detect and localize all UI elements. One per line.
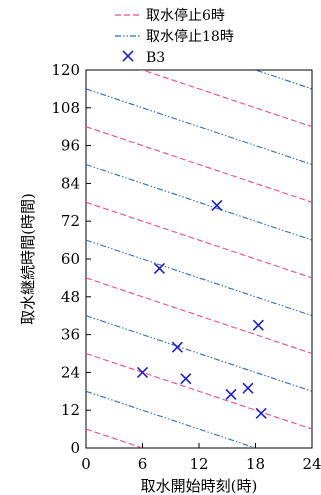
stop6-line: [86, 352, 312, 430]
stop6-line: [86, 428, 145, 448]
legend-item-stop6: 取水停止6時: [115, 7, 225, 24]
legend-label-stop6: 取水停止6時: [146, 7, 225, 24]
legend-label-stop18: 取水停止18時: [146, 28, 234, 45]
b3-point-marker: [252, 319, 264, 331]
stop18-line: [86, 315, 312, 392]
y-tick-label: 84: [61, 174, 80, 192]
y-tick-label: 72: [61, 212, 80, 230]
legend-item-b3: B3: [122, 50, 165, 66]
y-tick-label: 108: [51, 99, 80, 117]
b3-point-marker: [136, 366, 149, 378]
x-tick-label: 6: [138, 455, 148, 473]
y-tick-label: 0: [70, 439, 80, 457]
y-tick-label: 24: [61, 363, 80, 381]
series-points-b3: [136, 199, 267, 419]
y-tick-label: 96: [61, 137, 80, 155]
b3-point-marker: [225, 388, 237, 401]
x-tick-label: 24: [302, 455, 321, 473]
stop6-line: [140, 70, 312, 128]
y-axis-title: 取水継続時間(時間): [19, 193, 37, 325]
x-axis-title: 取水開始時刻(時): [141, 477, 258, 495]
axes: 0 12 24 36 48 60 72 84 96 108 120 0 6 12 18 24: [51, 61, 321, 473]
stop6-line: [86, 277, 312, 355]
stop18-line: [86, 163, 312, 241]
plot-area: [85, 69, 313, 449]
legend-item-stop18: 取水停止18時: [115, 28, 234, 45]
stop18-line: [86, 88, 312, 166]
y-tick-label: 60: [61, 250, 80, 268]
y-tick-label: 36: [61, 326, 80, 344]
b3-point-marker: [180, 373, 192, 385]
y-tick-label: 120: [51, 61, 80, 79]
x-tick-label: 12: [189, 455, 208, 473]
legend-label-b3: B3: [146, 50, 165, 66]
b3-point-marker: [242, 382, 254, 394]
b3-point-marker: [153, 262, 166, 275]
stop6-line: [86, 126, 312, 203]
y-tick-label: 12: [61, 401, 80, 419]
stop6-line: [86, 201, 312, 279]
b3-point-marker: [255, 407, 267, 419]
series-lines: [86, 70, 312, 448]
x-tick-label: 0: [81, 455, 91, 473]
y-tick-label: 48: [61, 288, 80, 306]
b3-point-marker: [211, 199, 223, 212]
legend: 取水停止6時 取水停止18時 B3: [115, 7, 234, 66]
stop18-line: [86, 239, 312, 317]
legend-swatch-b3-icon: [122, 50, 134, 62]
stop18-line: [253, 70, 312, 90]
b3-point-marker: [171, 341, 183, 353]
x-tick-label: 18: [246, 455, 265, 473]
